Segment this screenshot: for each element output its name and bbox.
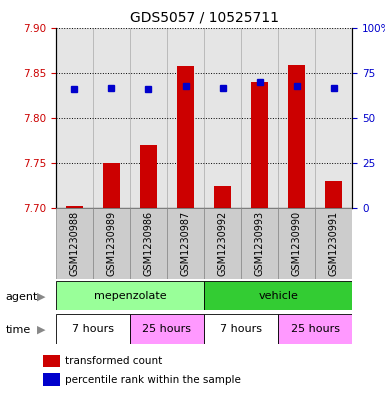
- Bar: [204, 28, 241, 208]
- Bar: [177, 66, 194, 208]
- Text: GSM1230987: GSM1230987: [181, 211, 191, 276]
- Bar: [241, 28, 278, 208]
- Text: GSM1230993: GSM1230993: [254, 211, 264, 276]
- Bar: [214, 185, 231, 208]
- Bar: [204, 314, 278, 344]
- Bar: [288, 66, 305, 208]
- Bar: [278, 314, 352, 344]
- Bar: [251, 82, 268, 208]
- Bar: [278, 208, 315, 279]
- Bar: [204, 208, 241, 279]
- Bar: [93, 28, 130, 208]
- Bar: [43, 373, 60, 386]
- Bar: [66, 206, 83, 208]
- Bar: [315, 208, 352, 279]
- Bar: [241, 208, 278, 279]
- Text: transformed count: transformed count: [65, 356, 162, 366]
- Text: GSM1230991: GSM1230991: [329, 211, 339, 276]
- Bar: [56, 28, 93, 208]
- Bar: [130, 314, 204, 344]
- Bar: [278, 28, 315, 208]
- Bar: [130, 208, 167, 279]
- Bar: [204, 281, 352, 310]
- Text: GSM1230988: GSM1230988: [69, 211, 79, 276]
- Title: GDS5057 / 10525711: GDS5057 / 10525711: [129, 11, 279, 25]
- Text: time: time: [6, 325, 31, 335]
- Text: agent: agent: [6, 292, 38, 302]
- Bar: [167, 28, 204, 208]
- Bar: [56, 314, 130, 344]
- Text: 25 hours: 25 hours: [291, 324, 340, 334]
- Text: GSM1230990: GSM1230990: [292, 211, 302, 276]
- Text: GSM1230989: GSM1230989: [106, 211, 116, 276]
- Bar: [130, 28, 167, 208]
- Text: vehicle: vehicle: [258, 291, 298, 301]
- Text: ▶: ▶: [37, 325, 45, 335]
- Bar: [56, 281, 204, 310]
- Text: 7 hours: 7 hours: [220, 324, 262, 334]
- Text: percentile rank within the sample: percentile rank within the sample: [65, 375, 241, 385]
- Bar: [140, 145, 157, 208]
- Text: 7 hours: 7 hours: [72, 324, 114, 334]
- Bar: [315, 28, 352, 208]
- Text: mepenzolate: mepenzolate: [94, 291, 166, 301]
- Text: ▶: ▶: [37, 292, 45, 302]
- Text: GSM1230992: GSM1230992: [218, 211, 228, 276]
- Bar: [103, 163, 120, 208]
- Bar: [43, 355, 60, 367]
- Bar: [56, 208, 93, 279]
- Bar: [167, 208, 204, 279]
- Bar: [93, 208, 130, 279]
- Bar: [325, 181, 342, 208]
- Text: 25 hours: 25 hours: [142, 324, 191, 334]
- Text: GSM1230986: GSM1230986: [144, 211, 154, 276]
